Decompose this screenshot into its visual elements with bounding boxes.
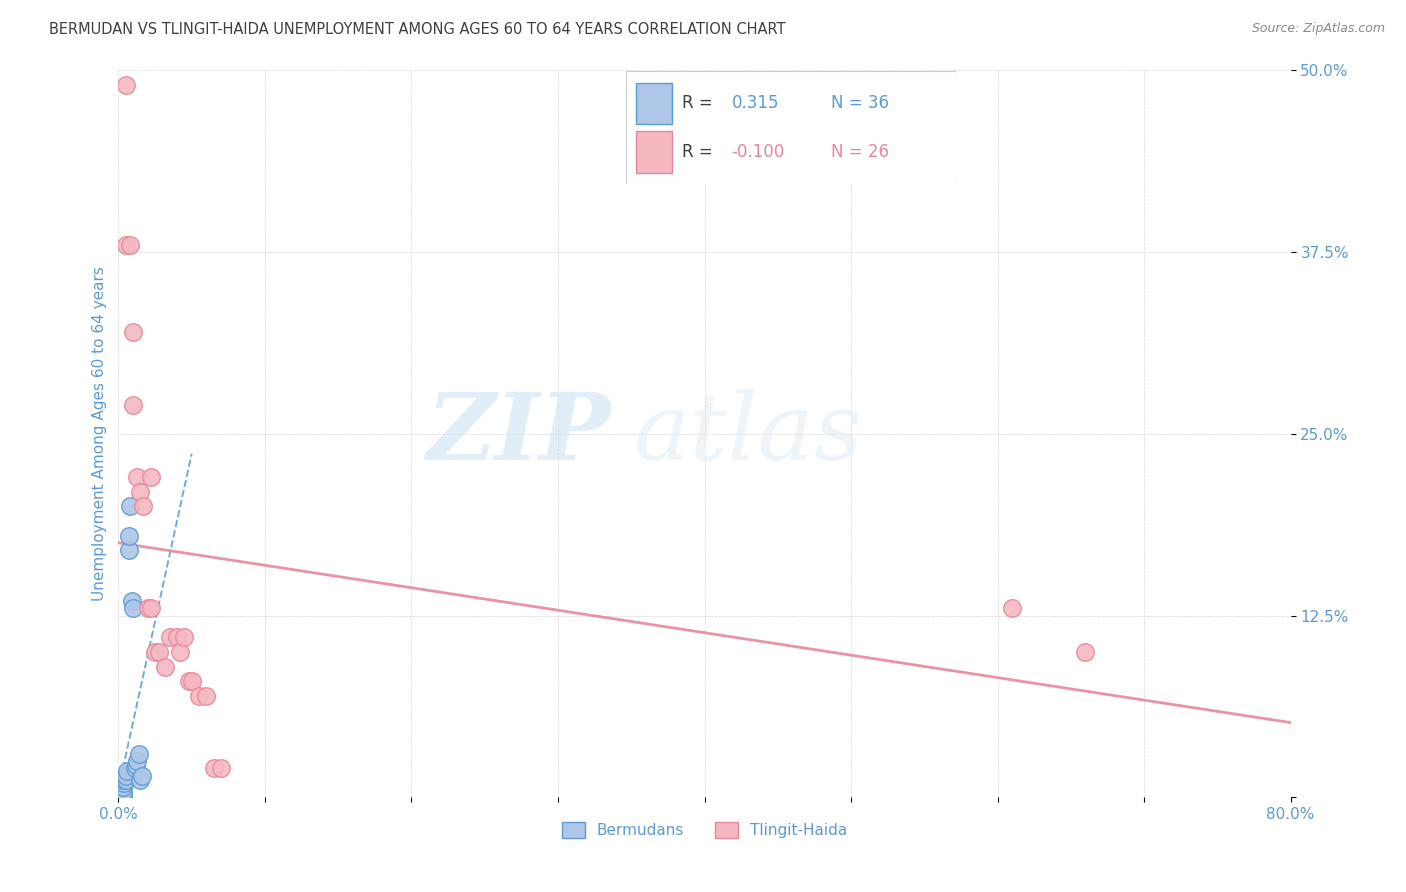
Point: [169, 645, 191, 659]
Point: [155, 659, 177, 673]
Point: [122, 601, 145, 615]
Text: 0.315: 0.315: [731, 95, 779, 112]
Text: R =: R =: [682, 144, 713, 161]
Text: N = 36: N = 36: [831, 95, 889, 112]
Point: [131, 769, 153, 783]
Point: [111, 790, 134, 805]
Point: [108, 789, 131, 803]
Point: [136, 601, 159, 615]
Point: [121, 594, 143, 608]
Point: [129, 772, 152, 787]
Point: [110, 786, 132, 800]
Point: [114, 772, 136, 787]
Point: [114, 78, 136, 92]
Point: [188, 689, 211, 703]
Text: atlas: atlas: [634, 389, 863, 479]
Point: [120, 500, 142, 514]
Point: [129, 485, 152, 500]
Point: [122, 398, 145, 412]
Point: [148, 645, 170, 659]
Point: [108, 790, 131, 805]
Text: ZIP: ZIP: [426, 389, 610, 479]
Point: [110, 790, 132, 805]
FancyBboxPatch shape: [636, 131, 672, 173]
FancyBboxPatch shape: [626, 71, 956, 183]
Point: [110, 789, 132, 803]
Point: [108, 790, 131, 805]
Point: [128, 747, 150, 761]
Point: [143, 645, 166, 659]
Point: [139, 601, 162, 615]
Legend: Bermudans, Tlingit-Haida: Bermudans, Tlingit-Haida: [555, 816, 853, 845]
Point: [114, 237, 136, 252]
Point: [125, 758, 148, 772]
Point: [1001, 601, 1024, 615]
Point: [111, 784, 134, 798]
Text: Source: ZipAtlas.com: Source: ZipAtlas.com: [1251, 22, 1385, 36]
Point: [1074, 645, 1097, 659]
Text: R =: R =: [682, 95, 713, 112]
Text: BERMUDAN VS TLINGIT-HAIDA UNEMPLOYMENT AMONG AGES 60 TO 64 YEARS CORRELATION CHA: BERMUDAN VS TLINGIT-HAIDA UNEMPLOYMENT A…: [49, 22, 786, 37]
Point: [127, 470, 149, 484]
Point: [202, 761, 225, 775]
Point: [111, 788, 134, 802]
Point: [114, 769, 136, 783]
Point: [195, 689, 218, 703]
Point: [108, 788, 131, 802]
Point: [118, 528, 141, 542]
Point: [159, 631, 181, 645]
Point: [108, 790, 131, 805]
Point: [110, 783, 132, 797]
FancyBboxPatch shape: [636, 83, 672, 124]
Point: [108, 790, 131, 805]
Point: [173, 631, 195, 645]
Point: [127, 754, 149, 768]
Point: [110, 788, 132, 802]
Point: [132, 500, 155, 514]
Point: [108, 786, 131, 800]
Point: [180, 674, 202, 689]
Point: [110, 784, 132, 798]
Point: [108, 790, 131, 805]
Point: [139, 470, 162, 484]
Point: [177, 674, 200, 689]
Point: [118, 543, 141, 558]
Point: [108, 790, 131, 805]
Point: [108, 790, 131, 805]
Point: [209, 761, 232, 775]
Point: [112, 772, 135, 787]
Text: -0.100: -0.100: [731, 144, 785, 161]
Y-axis label: Unemployment Among Ages 60 to 64 years: Unemployment Among Ages 60 to 64 years: [93, 267, 107, 601]
Point: [115, 764, 138, 779]
Point: [122, 325, 145, 339]
Point: [120, 237, 142, 252]
Point: [112, 776, 135, 790]
Text: N = 26: N = 26: [831, 144, 889, 161]
Point: [111, 780, 134, 795]
Point: [124, 761, 146, 775]
Point: [166, 631, 188, 645]
